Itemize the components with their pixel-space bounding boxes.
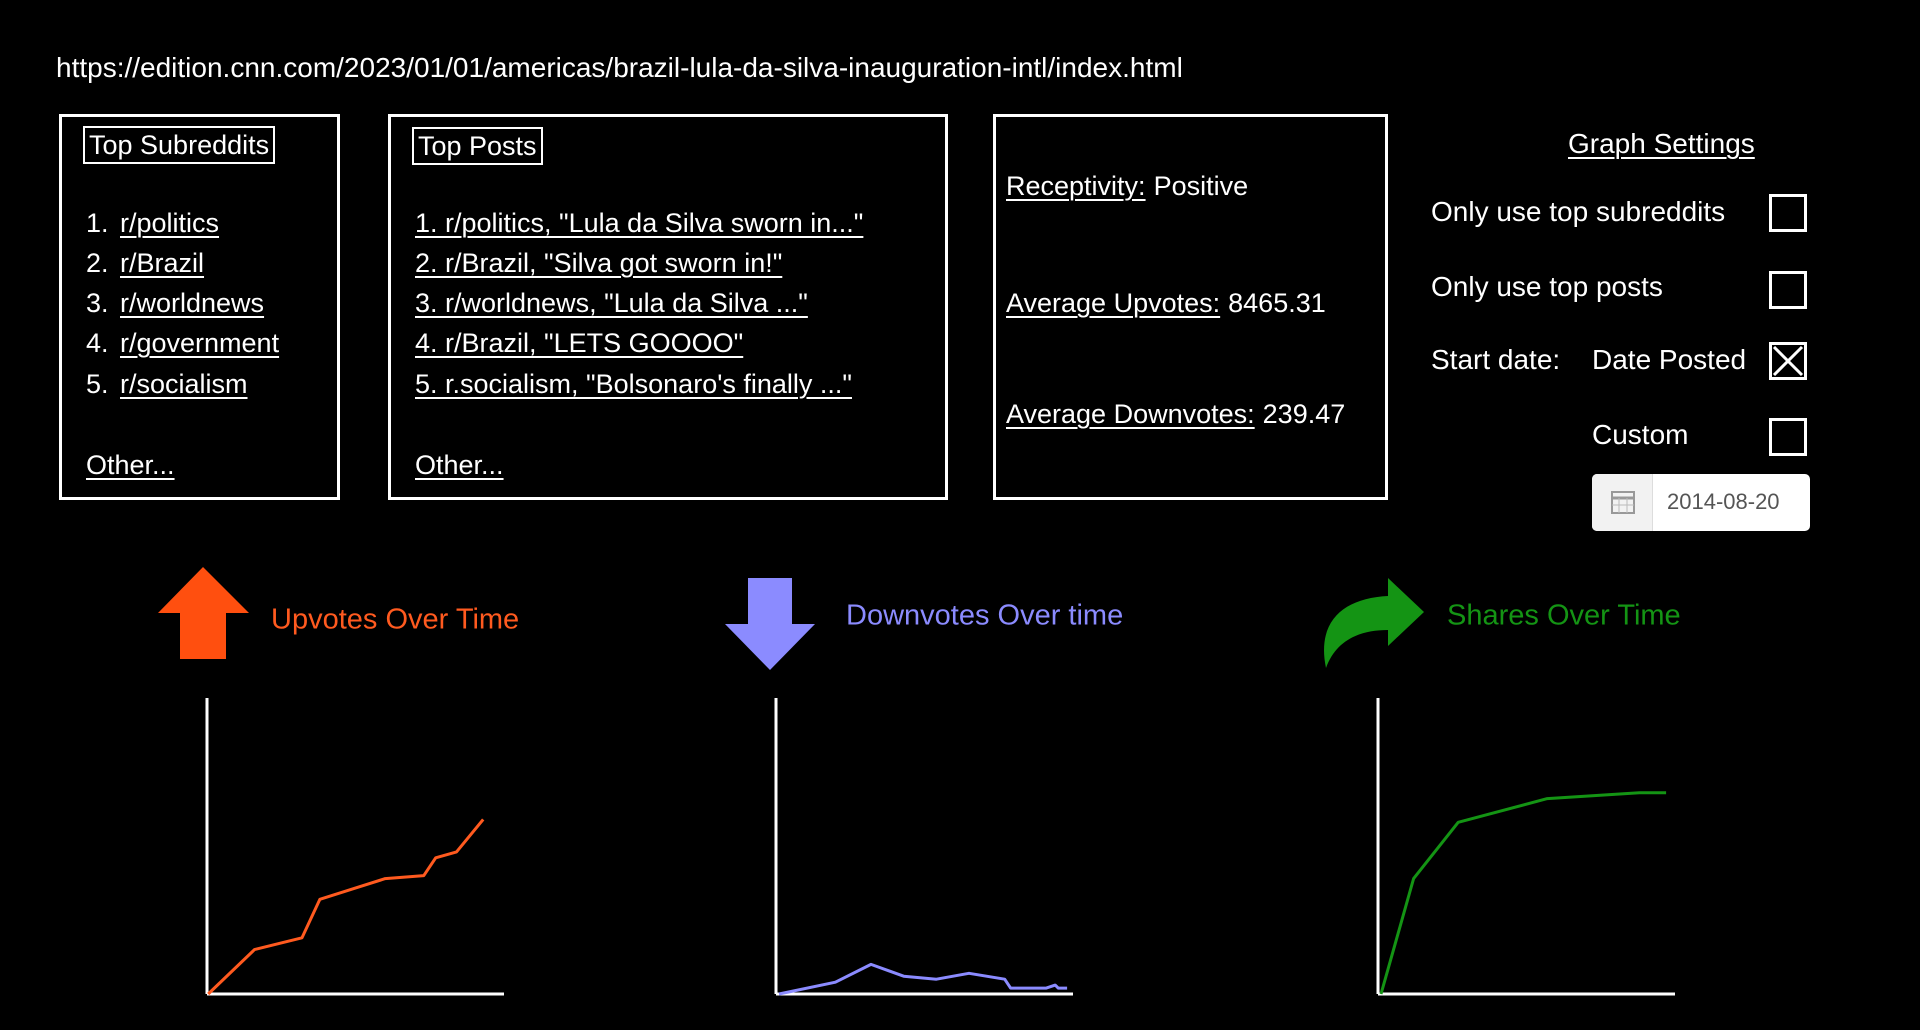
stat-value: 8465.31 [1228, 288, 1326, 318]
option-label: Only use top posts [1431, 271, 1663, 302]
stat-label: Average Downvotes: [1006, 399, 1255, 429]
post-link[interactable]: 5. r.socialism, "Bolsonaro's finally ...… [415, 369, 852, 399]
post-link[interactable]: 2. r/Brazil, "Silva got sworn in!" [415, 248, 783, 278]
stat-value: 239.47 [1262, 399, 1346, 429]
option-label: Date Posted [1592, 344, 1747, 375]
top-posts-panel [388, 114, 948, 500]
other-link[interactable]: Other... [415, 450, 504, 480]
stat-label: Average Upvotes: [1006, 288, 1221, 318]
upvote-arrow [158, 567, 249, 659]
chart-title: Upvotes Over Time [271, 604, 519, 636]
panel-title: Top Posts [412, 127, 543, 165]
start-date-label: Start date: [1431, 344, 1561, 375]
item-number: 1. [86, 208, 109, 238]
item-number: 5. [86, 369, 109, 399]
subreddit-link[interactable]: r/worldnews [120, 288, 265, 318]
date-value: 2014-08-20 [1667, 489, 1780, 514]
subreddit-link[interactable]: r/Brazil [120, 248, 205, 278]
post-link[interactable]: 1. r/politics, "Lula da Silva sworn in..… [415, 208, 864, 238]
line-series [1379, 791, 1667, 995]
checkbox[interactable] [1769, 271, 1807, 309]
date-input[interactable]: 2014-08-20 [1592, 474, 1810, 531]
downvote-arrow [725, 578, 815, 670]
subreddit-link[interactable]: r/government [120, 328, 280, 358]
share-arrow [1324, 578, 1424, 668]
item-number: 3. [86, 288, 109, 318]
checkbox[interactable] [1769, 342, 1807, 380]
item-number: 4. [86, 328, 109, 358]
check-x [1772, 345, 1804, 377]
post-link[interactable]: 4. r/Brazil, "LETS GOOOO" [415, 328, 744, 358]
calendar-icon-box [1592, 474, 1653, 531]
chart-title: Shares Over Time [1447, 600, 1681, 632]
stat-row: Average Upvotes: 8465.31 [1006, 285, 1326, 321]
panel-title: Top Subreddits [83, 126, 276, 164]
stat-value: Positive [1153, 171, 1249, 201]
chart-title: Downvotes Over time [846, 600, 1123, 632]
subreddit-link[interactable]: r/socialism [120, 369, 248, 399]
stats-panel [993, 114, 1388, 500]
calendar-icon [1611, 491, 1635, 514]
stat-row: Average Downvotes: 239.47 [1006, 396, 1345, 432]
line-series [778, 962, 1068, 996]
line-series [207, 818, 485, 996]
top-subreddits-panel [59, 114, 340, 500]
url: https://edition.cnn.com/2023/01/01/ameri… [56, 52, 1183, 83]
stat-label: Receptivity: [1006, 171, 1146, 201]
settings-title: Graph Settings [1568, 128, 1755, 159]
subreddit-link[interactable]: r/politics [120, 208, 220, 238]
stat-row: Receptivity: Positive [1006, 168, 1248, 204]
checkbox[interactable] [1769, 194, 1807, 232]
option-label: Only use top subreddits [1431, 196, 1726, 227]
item-number: 2. [86, 248, 109, 278]
post-link[interactable]: 3. r/worldnews, "Lula da Silva ..." [415, 288, 808, 318]
other-link[interactable]: Other... [86, 450, 175, 480]
option-label: Custom [1592, 419, 1689, 450]
checkbox[interactable] [1769, 418, 1807, 456]
